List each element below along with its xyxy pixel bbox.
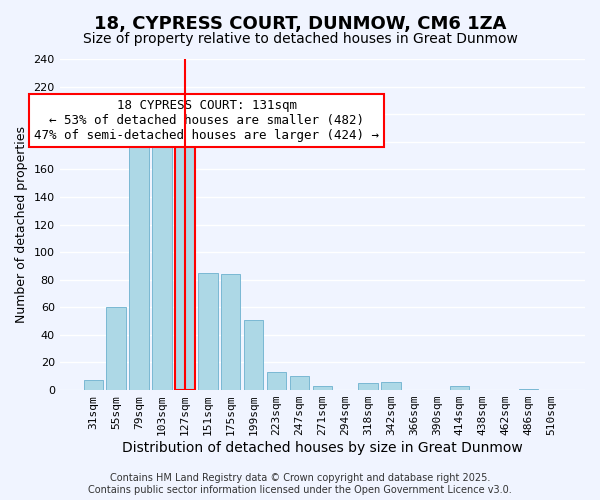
- X-axis label: Distribution of detached houses by size in Great Dunmow: Distribution of detached houses by size …: [122, 441, 523, 455]
- Bar: [358, 383, 378, 390]
- Bar: [83, 380, 103, 390]
- Bar: [267, 372, 286, 390]
- Y-axis label: Number of detached properties: Number of detached properties: [15, 126, 28, 323]
- Bar: [198, 273, 218, 390]
- Text: Contains HM Land Registry data © Crown copyright and database right 2025.
Contai: Contains HM Land Registry data © Crown c…: [88, 474, 512, 495]
- Bar: [290, 376, 309, 390]
- Bar: [450, 386, 469, 390]
- Text: Size of property relative to detached houses in Great Dunmow: Size of property relative to detached ho…: [83, 32, 517, 46]
- Bar: [175, 120, 194, 390]
- Text: 18 CYPRESS COURT: 131sqm
← 53% of detached houses are smaller (482)
47% of semi-: 18 CYPRESS COURT: 131sqm ← 53% of detach…: [34, 98, 379, 142]
- Text: 18, CYPRESS COURT, DUNMOW, CM6 1ZA: 18, CYPRESS COURT, DUNMOW, CM6 1ZA: [94, 15, 506, 33]
- Bar: [152, 130, 172, 390]
- Bar: [106, 308, 126, 390]
- Bar: [382, 382, 401, 390]
- Bar: [244, 320, 263, 390]
- Bar: [221, 274, 241, 390]
- Bar: [519, 388, 538, 390]
- Bar: [130, 113, 149, 390]
- Bar: [313, 386, 332, 390]
